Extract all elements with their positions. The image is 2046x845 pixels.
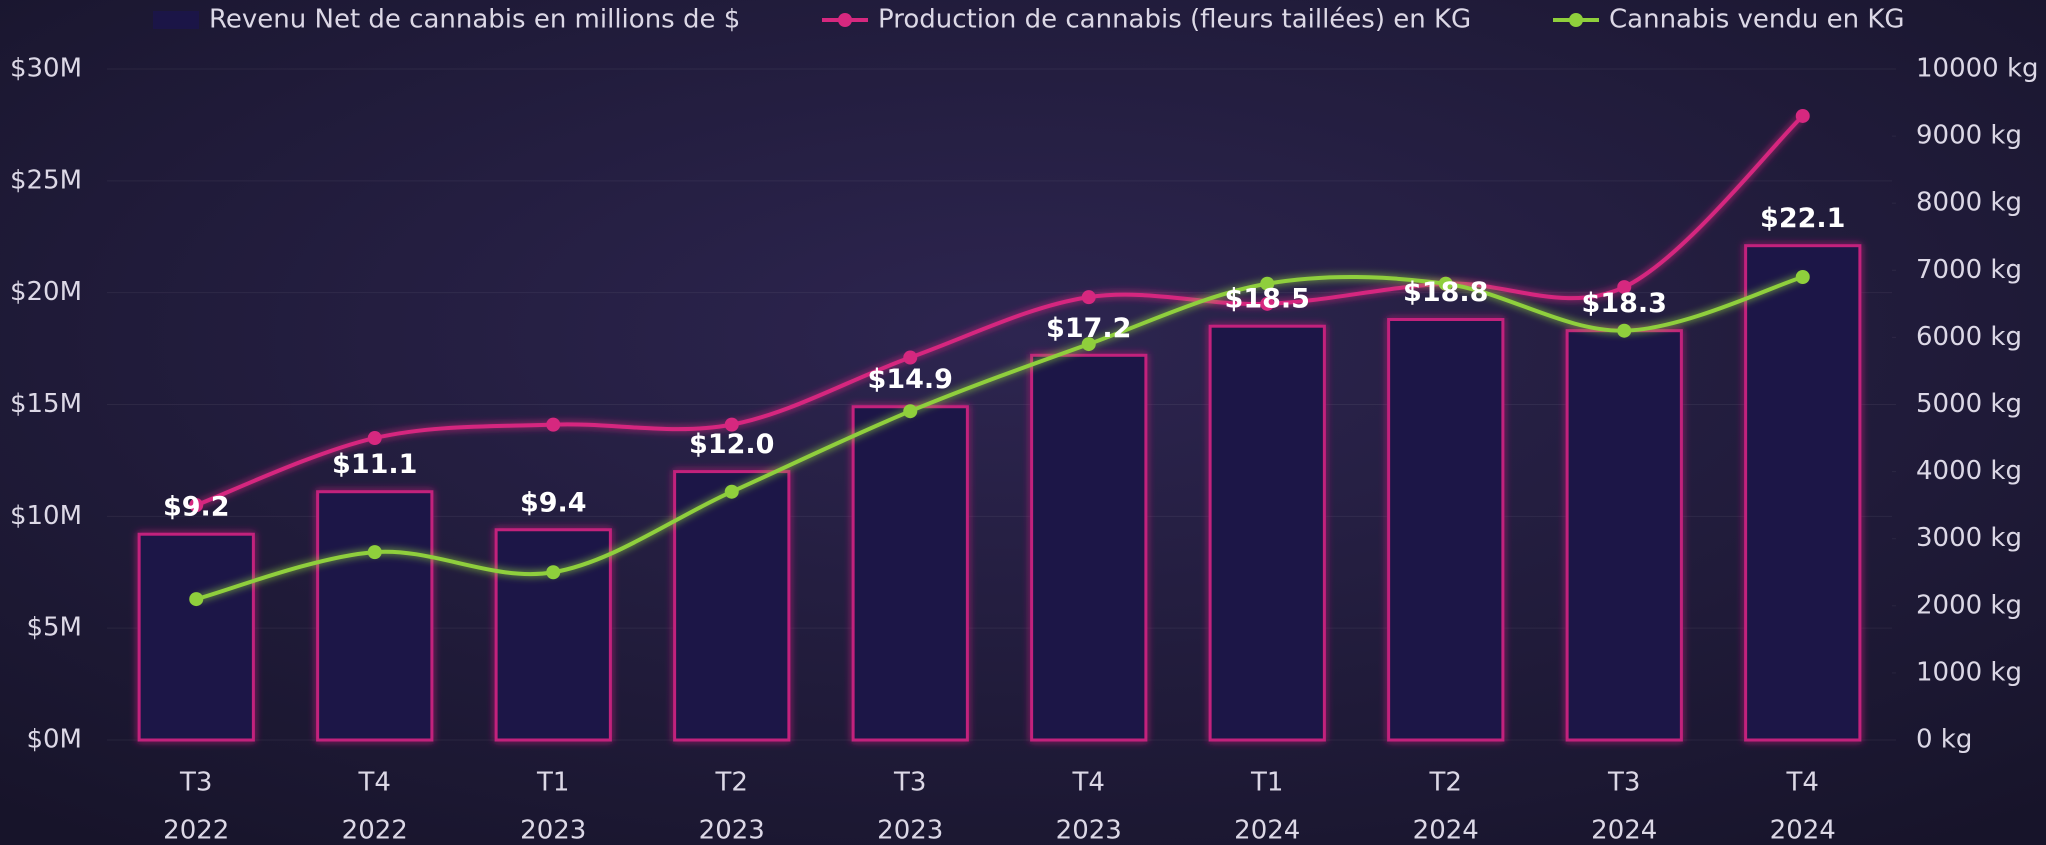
y2-tick-label: 7000 kg xyxy=(1916,255,2022,285)
y2-tick-label: 0 kg xyxy=(1916,725,1972,755)
line-point xyxy=(1260,276,1275,291)
bar xyxy=(1208,324,1326,742)
data-label: $9.2 xyxy=(163,492,230,523)
x-tick-label: T1 xyxy=(1250,768,1283,798)
bar xyxy=(1744,244,1862,742)
data-label: $12.0 xyxy=(689,429,774,460)
y-tick-label: $5M xyxy=(26,613,82,643)
y2-tick-label: 8000 kg xyxy=(1916,188,2022,218)
line-point xyxy=(724,484,739,499)
x-tick-label: T3 xyxy=(179,768,212,798)
x-tick-year: 2023 xyxy=(877,816,943,845)
line-point xyxy=(1081,337,1096,352)
data-label: $18.5 xyxy=(1225,284,1310,315)
data-label: $18.3 xyxy=(1582,288,1667,319)
y2-tick-label: 10000 kg xyxy=(1916,54,2039,84)
x-tick-label: T2 xyxy=(715,768,748,798)
y2-tick-label: 9000 kg xyxy=(1916,121,2022,151)
x-tick-label: T2 xyxy=(1429,768,1462,798)
bar xyxy=(1387,318,1505,742)
legend-dot xyxy=(1569,13,1583,27)
data-label: $18.8 xyxy=(1403,277,1488,308)
x-tick-label: T4 xyxy=(358,768,391,798)
x-tick-year: 2023 xyxy=(699,816,765,845)
data-label: $9.4 xyxy=(520,487,587,518)
data-label: $14.9 xyxy=(868,364,953,395)
line-point xyxy=(1438,276,1453,291)
x-tick-year: 2022 xyxy=(163,816,229,845)
bar xyxy=(137,532,255,742)
line-point xyxy=(903,350,918,365)
line-point xyxy=(1617,323,1632,338)
bar xyxy=(1565,329,1683,742)
bar xyxy=(316,490,434,742)
x-tick-year: 2024 xyxy=(1234,816,1300,845)
line-point xyxy=(546,417,561,432)
legend-label: Production de cannabis (fleurs taillées)… xyxy=(878,5,1471,35)
line-point xyxy=(1617,280,1632,295)
line-point xyxy=(546,565,561,580)
x-tick-year: 2022 xyxy=(342,816,408,845)
y2-tick-label: 1000 kg xyxy=(1916,657,2022,687)
y2-tick-label: 4000 kg xyxy=(1916,456,2022,486)
line xyxy=(195,275,1804,602)
bar xyxy=(851,405,969,742)
x-tick-year: 2024 xyxy=(1770,816,1836,845)
x-tick-year: 2023 xyxy=(1056,816,1122,845)
line-point xyxy=(367,431,382,446)
data-label: $22.1 xyxy=(1760,203,1845,234)
data-label: $11.1 xyxy=(332,449,417,480)
line-point xyxy=(903,404,918,419)
line xyxy=(195,114,1805,508)
x-tick-label: T3 xyxy=(1607,768,1640,798)
y-tick-label: $0M xyxy=(26,725,82,755)
bar xyxy=(673,470,791,742)
legend-swatch xyxy=(153,11,199,29)
y2-tick-label: 2000 kg xyxy=(1916,590,2022,620)
x-tick-label: T3 xyxy=(893,768,926,798)
data-label: $17.2 xyxy=(1046,313,1131,344)
y-tick-label: $15M xyxy=(10,389,82,419)
x-tick-label: T4 xyxy=(1786,768,1819,798)
y2-tick-label: 3000 kg xyxy=(1916,523,2022,553)
legend-label: Cannabis vendu en KG xyxy=(1609,5,1905,35)
line-point xyxy=(1081,290,1096,305)
legend-label: Revenu Net de cannabis en millions de $ xyxy=(209,5,740,35)
bar xyxy=(494,528,612,742)
x-tick-year: 2024 xyxy=(1413,816,1479,845)
y2-tick-label: 5000 kg xyxy=(1916,389,2022,419)
line-point xyxy=(1795,270,1810,285)
line-point xyxy=(189,592,204,607)
line-point xyxy=(1795,108,1810,123)
y-tick-label: $25M xyxy=(10,165,82,195)
y2-tick-label: 6000 kg xyxy=(1916,322,2022,352)
y-tick-label: $30M xyxy=(10,54,82,84)
legend-dot xyxy=(838,13,852,27)
x-tick-year: 2024 xyxy=(1591,816,1657,845)
y-tick-label: $20M xyxy=(10,277,82,307)
x-tick-label: T1 xyxy=(536,768,569,798)
line-point xyxy=(367,545,382,560)
line-point xyxy=(1260,296,1275,311)
y-tick-label: $10M xyxy=(10,501,82,531)
line-point xyxy=(189,498,204,513)
bar xyxy=(1030,353,1148,742)
line-point xyxy=(724,417,739,432)
x-tick-label: T4 xyxy=(1072,768,1105,798)
x-tick-year: 2023 xyxy=(520,816,586,845)
